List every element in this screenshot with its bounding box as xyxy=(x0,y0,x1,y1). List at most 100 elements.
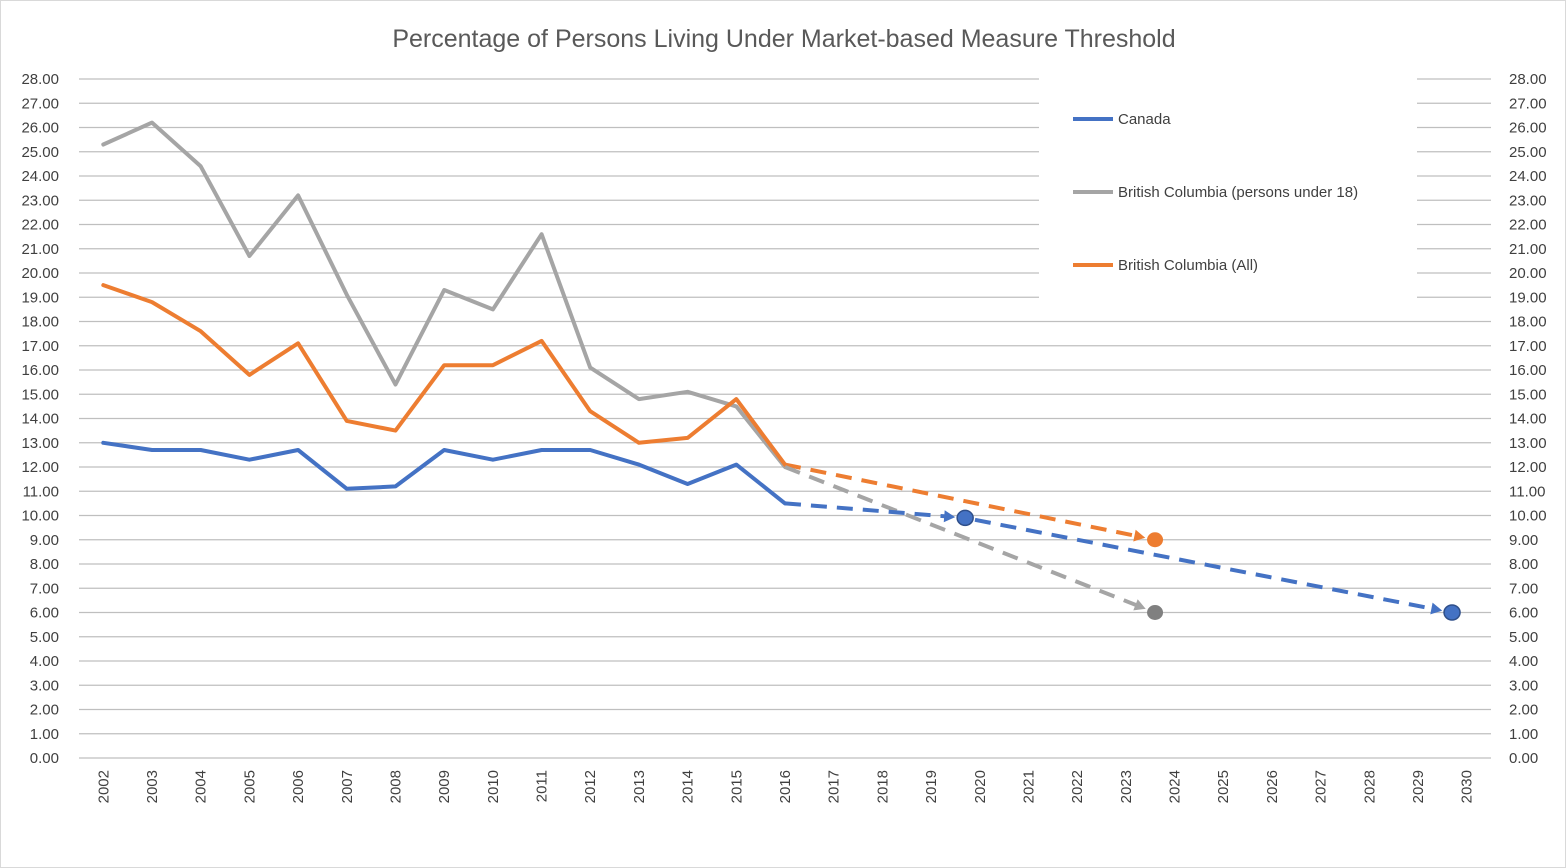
x-tick-label: 2027 xyxy=(1313,770,1330,803)
y-tick-label-right: 3.00 xyxy=(1509,677,1538,694)
projections xyxy=(784,462,1461,621)
y-tick-label-right: 12.00 xyxy=(1509,459,1547,476)
y-tick-label: 20.00 xyxy=(21,265,59,282)
x-tick-label: 2024 xyxy=(1167,770,1184,803)
y-tick-label: 19.00 xyxy=(21,289,59,306)
y-tick-label-right: 19.00 xyxy=(1509,289,1547,306)
y-tick-label-right: 14.00 xyxy=(1509,411,1547,428)
y-tick-label: 6.00 xyxy=(30,605,59,622)
projection-arrowhead xyxy=(943,510,956,523)
y-tick-label-right: 5.00 xyxy=(1509,629,1538,646)
y-tick-label: 18.00 xyxy=(21,314,59,331)
y-tick-label-right: 16.00 xyxy=(1509,362,1547,379)
y-tick-label: 16.00 xyxy=(21,362,59,379)
y-tick-label: 28.00 xyxy=(21,71,59,88)
projection-target-marker xyxy=(1147,532,1164,548)
y-tick-label: 21.00 xyxy=(21,241,59,258)
x-tick-label: 2028 xyxy=(1361,770,1378,803)
legend-label: Canada xyxy=(1118,111,1171,128)
x-tick-label: 2013 xyxy=(631,770,648,803)
y-tick-label: 22.00 xyxy=(21,217,59,234)
projection-line xyxy=(784,462,1142,539)
y-tick-label: 4.00 xyxy=(30,653,59,670)
y-tick-label-right: 20.00 xyxy=(1509,265,1547,282)
y-tick-label-right: 21.00 xyxy=(1509,241,1547,258)
x-tick-label: 2011 xyxy=(534,770,551,802)
y-tick-label: 2.00 xyxy=(30,702,59,719)
series-line xyxy=(101,120,787,469)
projection-target-marker xyxy=(1147,605,1164,620)
x-tick-label: 2015 xyxy=(728,770,745,803)
series-line xyxy=(101,440,787,506)
y-tick-label-right: 13.00 xyxy=(1509,435,1547,452)
projection-arrowhead xyxy=(1133,599,1146,611)
y-tick-label-right: 15.00 xyxy=(1509,386,1547,403)
x-tick-label: 2002 xyxy=(95,770,112,803)
y-tick-label-right: 26.00 xyxy=(1509,120,1547,137)
x-tick-label: 2018 xyxy=(874,770,891,803)
y-tick-label-right: 23.00 xyxy=(1509,192,1547,209)
x-tick-label: 2019 xyxy=(923,770,940,803)
x-axis-ticks: 2002 2003 2004 2005 2006 2007 2008 2009 2010 2011… xyxy=(95,770,1475,803)
y-tick-label-right: 2.00 xyxy=(1509,702,1538,719)
y-tick-label: 7.00 xyxy=(30,580,59,597)
projection-line xyxy=(974,517,1439,612)
y-tick-label-right: 10.00 xyxy=(1509,508,1547,525)
y-tick-label-right: 0.00 xyxy=(1509,750,1538,767)
y-tick-label-right: 17.00 xyxy=(1509,338,1547,355)
legend-label: British Columbia (All) xyxy=(1118,257,1258,274)
projection-arrowhead xyxy=(1133,529,1146,542)
x-tick-label: 2023 xyxy=(1118,770,1135,803)
y-tick-label: 25.00 xyxy=(21,144,59,161)
y-tick-label: 13.00 xyxy=(21,435,59,452)
y-tick-label: 24.00 xyxy=(21,168,59,185)
y-tick-label: 27.00 xyxy=(21,95,59,112)
y-tick-label-right: 7.00 xyxy=(1509,580,1538,597)
x-tick-label: 2014 xyxy=(680,770,697,803)
x-tick-label: 2030 xyxy=(1459,770,1476,803)
y-tick-label-right: 18.00 xyxy=(1509,314,1547,331)
y-tick-label-right: 9.00 xyxy=(1509,532,1538,549)
chart-title: Percentage of Persons Living Under Marke… xyxy=(392,25,1175,53)
y-axis-left-ticks: 0.00 1.00 2.00 3.00 4.00 5.00 6.00 7.00 8.00 9.00… xyxy=(21,71,59,767)
x-tick-label: 2004 xyxy=(193,770,210,803)
y-tick-label: 8.00 xyxy=(30,556,59,573)
y-tick-label-right: 27.00 xyxy=(1509,95,1547,112)
x-tick-label: 2008 xyxy=(387,770,404,803)
y-tick-label-right: 8.00 xyxy=(1509,556,1538,573)
y-tick-label: 23.00 xyxy=(21,192,59,209)
y-tick-label: 3.00 xyxy=(30,677,59,694)
x-tick-label: 2029 xyxy=(1410,770,1427,803)
y-tick-label: 10.00 xyxy=(21,508,59,525)
x-tick-label: 2010 xyxy=(485,770,502,803)
y-tick-label-right: 1.00 xyxy=(1509,726,1538,743)
series-line xyxy=(101,283,787,467)
y-tick-label-right: 6.00 xyxy=(1509,605,1538,622)
y-tick-label: 11.00 xyxy=(23,483,59,500)
legend: Canada British Columbia (persons under 18… xyxy=(1039,83,1417,305)
y-tick-label-right: 11.00 xyxy=(1509,483,1545,500)
y-tick-label: 15.00 xyxy=(21,386,59,403)
projection-target-marker xyxy=(956,509,974,527)
projection-line xyxy=(784,465,1143,610)
y-tick-label-right: 4.00 xyxy=(1509,653,1538,670)
y-tick-label-right: 22.00 xyxy=(1509,217,1547,234)
y-tick-label: 0.00 xyxy=(30,750,59,767)
y-tick-label-right: 28.00 xyxy=(1509,71,1547,88)
y-tick-label: 12.00 xyxy=(21,459,59,476)
x-tick-label: 2003 xyxy=(144,770,161,803)
y-tick-label: 5.00 xyxy=(30,629,59,646)
y-tick-label-right: 25.00 xyxy=(1509,144,1547,161)
x-tick-label: 2022 xyxy=(1069,770,1086,803)
y-tick-label: 14.00 xyxy=(21,411,59,428)
x-tick-label: 2017 xyxy=(826,770,843,803)
x-tick-label: 2020 xyxy=(972,770,989,803)
series xyxy=(101,120,787,506)
x-tick-label: 2005 xyxy=(241,770,258,803)
y-axis-right-ticks: 0.00 1.00 2.00 3.00 4.00 5.00 6.00 7.00 8.00 9.00… xyxy=(1509,71,1547,767)
x-tick-label: 2026 xyxy=(1264,770,1281,803)
x-tick-label: 2012 xyxy=(582,770,599,803)
y-tick-label: 17.00 xyxy=(21,338,59,355)
x-tick-label: 2021 xyxy=(1020,770,1037,803)
